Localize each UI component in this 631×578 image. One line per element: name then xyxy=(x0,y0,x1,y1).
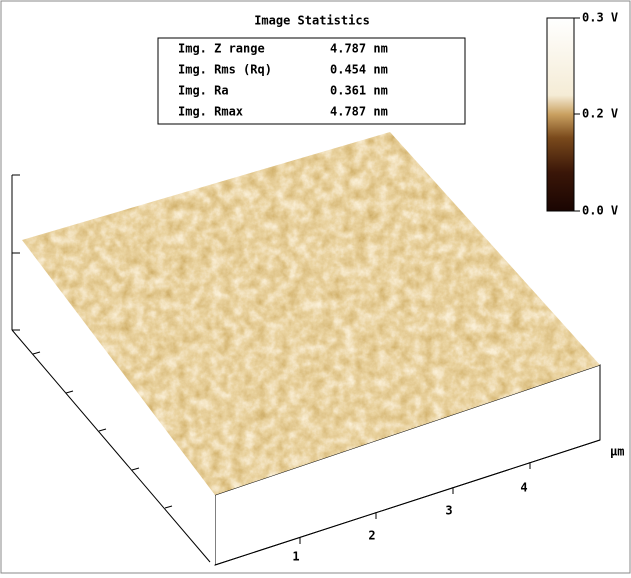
afm-view: 0.3 V 0.2 V 0.0 V Image Statistics Img. … xyxy=(0,0,631,574)
axis-unit: µm xyxy=(610,445,624,459)
colorbar xyxy=(547,18,574,211)
stat-value: 4.787 nm xyxy=(330,42,388,56)
colorbar-label: 0.2 V xyxy=(582,107,618,121)
stat-label: Img. Rmax xyxy=(178,105,243,119)
stat-value: 0.361 nm xyxy=(330,84,388,98)
colorbar-label: 0.3 V xyxy=(582,11,618,25)
axis-tick-label: 1 xyxy=(292,550,299,564)
axis-tick-label: 3 xyxy=(445,504,452,518)
axis-tick-label: 4 xyxy=(520,481,527,495)
stat-label: Img. Rms (Rq) xyxy=(178,63,272,77)
stat-value: 4.787 nm xyxy=(330,105,388,119)
stat-label: Img. Ra xyxy=(178,84,229,98)
stat-label: Img. Z range xyxy=(178,42,265,56)
axis-tick-label: 2 xyxy=(368,529,375,543)
colorbar-label: 0.0 V xyxy=(582,204,618,218)
stat-value: 0.454 nm xyxy=(330,63,388,77)
stats-title: Image Statistics xyxy=(254,14,370,28)
